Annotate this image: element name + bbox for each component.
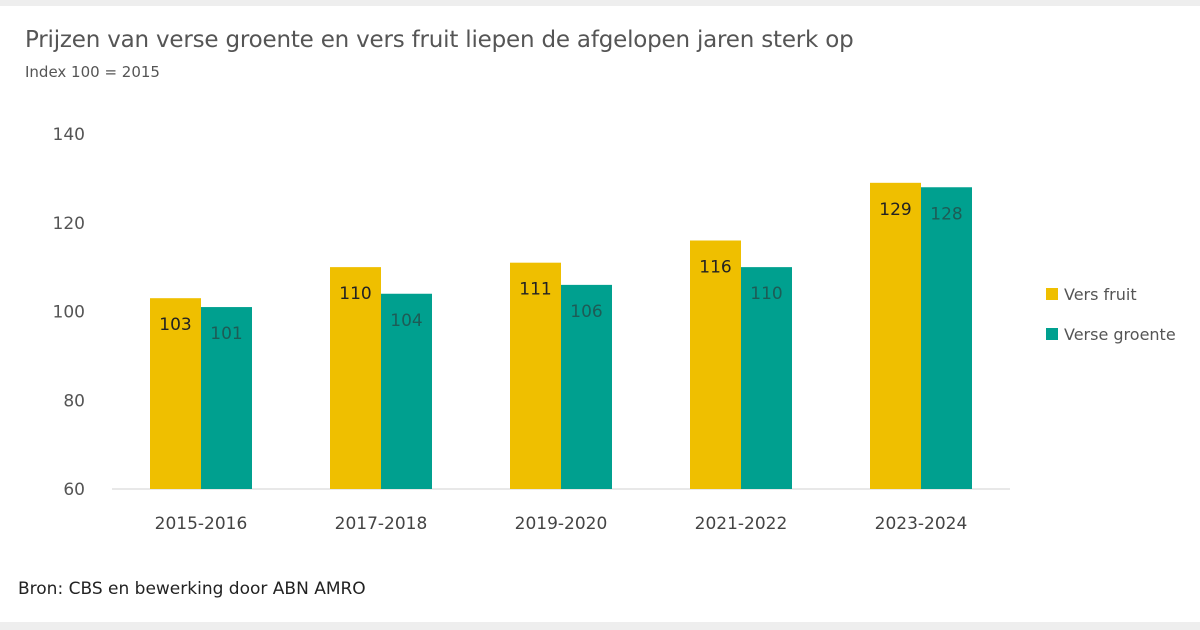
x-tick-label: 2023-2024: [875, 514, 968, 534]
data-label: 103: [159, 315, 191, 335]
y-tick-label: 120: [53, 214, 85, 234]
data-label: 106: [570, 302, 602, 322]
x-tick-label: 2021-2022: [695, 514, 788, 534]
y-tick-label: 140: [53, 125, 85, 145]
x-tick-label: 2019-2020: [515, 514, 608, 534]
data-label: 116: [699, 258, 731, 278]
x-tick-label: 2015-2016: [155, 514, 248, 534]
legend-swatch-verse-groente: [1046, 328, 1058, 340]
bar-vers-fruit: [690, 240, 741, 489]
bar-vers-fruit: [510, 262, 561, 489]
data-label: 111: [519, 280, 551, 300]
chart-title: Prijzen van verse groente en vers fruit …: [25, 27, 854, 53]
legend-label: Vers fruit: [1064, 284, 1137, 304]
data-label: 128: [930, 204, 962, 224]
y-tick-label: 100: [53, 303, 85, 323]
data-label: 129: [879, 200, 911, 220]
y-tick-label: 80: [63, 391, 85, 411]
legend-item-vers-fruit: Vers fruit: [1046, 284, 1176, 304]
legend: Vers fruit Verse groente: [1046, 284, 1176, 364]
x-tick-label: 2017-2018: [335, 514, 428, 534]
legend-item-verse-groente: Verse groente: [1046, 324, 1176, 344]
legend-label: Verse groente: [1064, 324, 1176, 344]
data-label: 101: [210, 324, 242, 344]
bar-verse-groente: [381, 293, 432, 489]
source-note: Bron: CBS en bewerking door ABN AMRO: [18, 579, 366, 599]
data-label: 104: [390, 311, 422, 331]
bar-verse-groente: [201, 307, 252, 489]
bar-vers-fruit: [330, 267, 381, 489]
bar-verse-groente: [921, 187, 972, 489]
y-tick-label: 60: [63, 480, 85, 500]
bar-verse-groente: [561, 284, 612, 489]
data-label: 110: [339, 284, 371, 304]
bar-verse-groente: [741, 267, 792, 489]
legend-swatch-vers-fruit: [1046, 288, 1058, 300]
data-label: 110: [750, 284, 782, 304]
bar-vers-fruit: [870, 182, 921, 489]
bar-vers-fruit: [150, 298, 201, 489]
chart-subtitle: Index 100 = 2015: [25, 63, 160, 81]
